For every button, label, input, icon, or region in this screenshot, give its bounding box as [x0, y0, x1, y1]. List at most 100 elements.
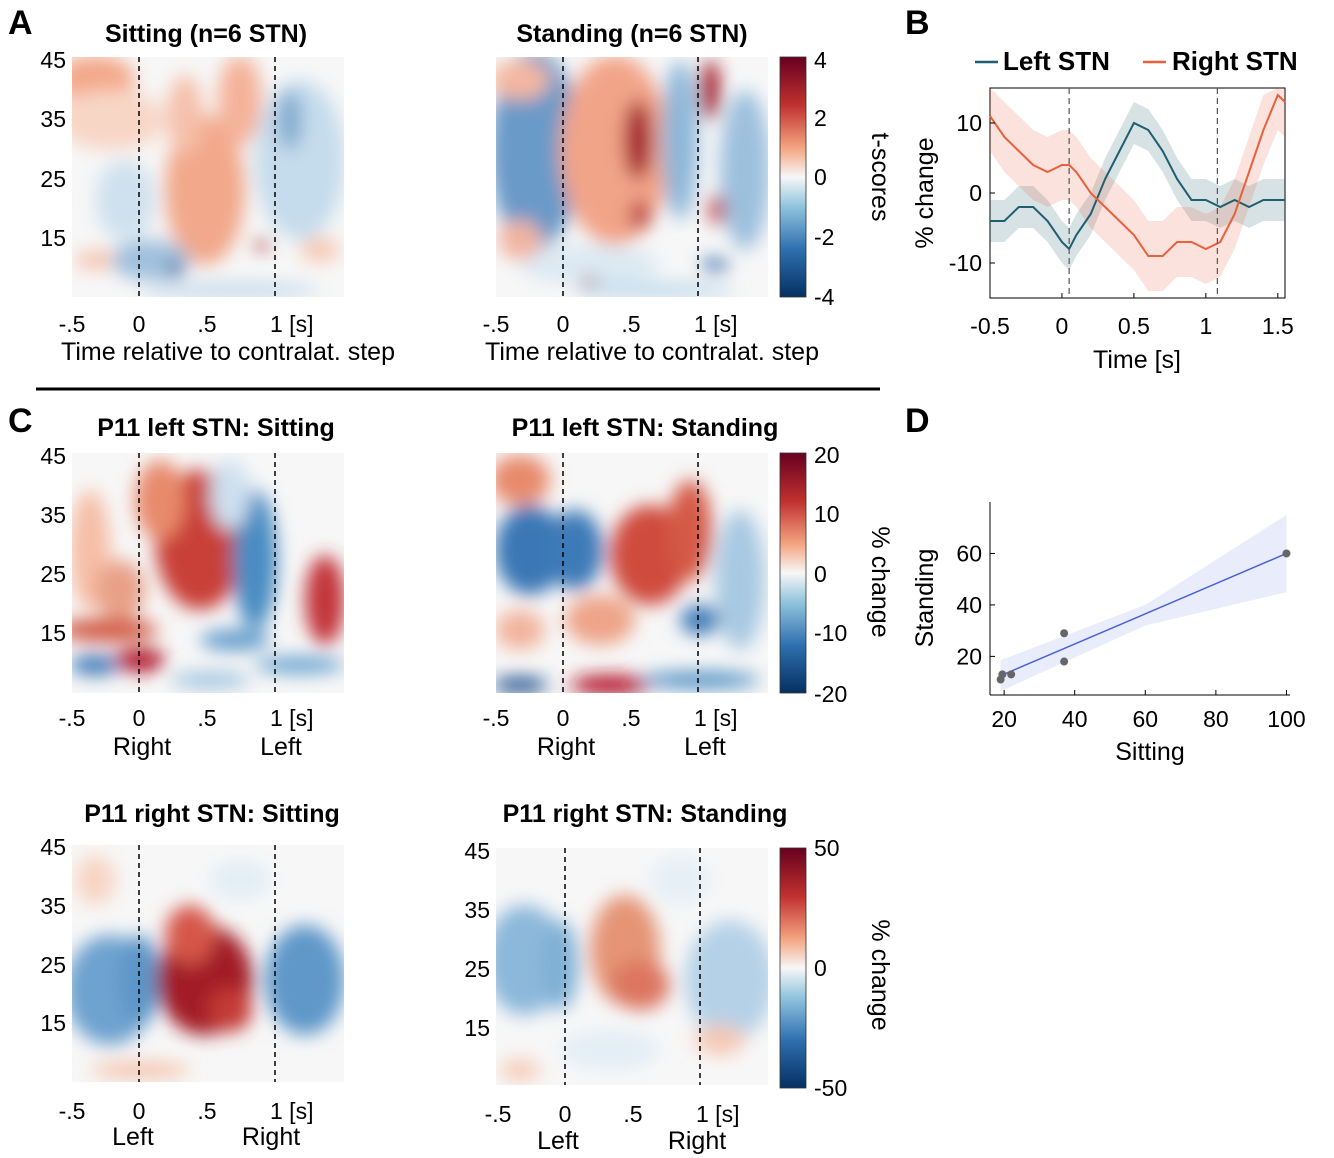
x-tick-label: 0 [557, 311, 570, 337]
heatmap-title: P11 right STN: Standing [503, 800, 788, 828]
legend-label: Right STN [1172, 46, 1298, 76]
legend-label: Left STN [1003, 46, 1110, 76]
x-tick-label: 0.5 [1118, 313, 1150, 339]
y-tick-label: 40 [956, 592, 982, 618]
line-chart-b: -0.5 0 0.5 1 1.5 10 0 -10 Left STN Right STN Ti… [911, 46, 1298, 374]
x-axis-label: Sitting [1115, 738, 1184, 766]
scatter-point [1282, 549, 1291, 558]
x-axis-label: Time [s] [1093, 346, 1181, 374]
colorbar-tick: -10 [814, 620, 847, 646]
x-tick-label: -.5 [485, 1101, 512, 1127]
confidence-band [990, 102, 1285, 270]
y-tick-label: 25 [40, 561, 66, 587]
y-tick-label: -10 [949, 250, 982, 276]
x-tick-label: -.5 [59, 311, 86, 337]
heatmap-title: P11 left STN: Sitting [97, 414, 335, 442]
x-tick-label: .5 [621, 311, 640, 337]
step-side-label: Right [537, 733, 595, 761]
colorbar-tick: 10 [814, 501, 840, 527]
panel-label-d: D [905, 402, 930, 440]
x-tick-label: .5 [197, 311, 216, 337]
x-tick-label: 20 [991, 706, 1017, 732]
colorbar-tick: 4 [814, 47, 827, 73]
x-axis-label: Time relative to contralat. step [61, 338, 395, 366]
colorbar-tick: -50 [814, 1075, 847, 1101]
heatmap-c4: P11 right STN: Standing 45 35 25 15 -.5 … [464, 800, 787, 1155]
y-tick-label: 45 [464, 838, 490, 864]
panel-label-c: C [8, 402, 33, 440]
heatmap-c3: P11 right STN: Sitting 45 35 25 15 -.5 0… [40, 800, 344, 1151]
scatter-point [1007, 670, 1016, 679]
regression-line [1000, 552, 1287, 677]
x-tick-label: -0.5 [970, 313, 1010, 339]
heatmap-a2: Standing (n=6 STN) -.5 0 [483, 20, 819, 366]
step-side-label: Left [537, 1127, 579, 1155]
x-tick-label: 0 [1056, 313, 1069, 339]
colorbar-tick: 0 [814, 164, 827, 190]
x-tick-label: 1 [1199, 313, 1212, 339]
x-tick-label: 1 [s] [270, 1098, 313, 1124]
y-tick-label: 25 [40, 166, 66, 192]
colorbar-tick: 50 [814, 835, 840, 861]
colorbar-label: t-scores [866, 133, 894, 222]
x-tick-label: 80 [1203, 706, 1229, 732]
colorbar-tick: 2 [814, 105, 827, 131]
confidence-band [990, 88, 1285, 291]
x-tick-label: 1 [s] [694, 311, 737, 337]
x-tick-label: 0 [559, 1101, 572, 1127]
heatmap-a1: Sitting (n=6 STN) 45 35 [40, 20, 395, 366]
y-tick-label: 35 [464, 897, 490, 923]
series-line [989, 93, 1286, 257]
x-tick-label: 1 [s] [270, 705, 313, 731]
x-tick-label: .5 [197, 705, 216, 731]
panel-label-b: B [905, 4, 930, 42]
x-tick-label: 1.5 [1262, 313, 1294, 339]
x-tick-label: .5 [197, 1098, 216, 1124]
y-tick-label: 35 [40, 106, 66, 132]
x-axis-label: Time relative to contralat. step [485, 338, 819, 366]
y-tick-label: 0 [969, 180, 982, 206]
step-side-label: Left [260, 733, 302, 761]
heatmap-title: Standing (n=6 STN) [516, 20, 747, 48]
y-tick-label: 60 [956, 540, 982, 566]
step-side-label: Right [668, 1127, 726, 1155]
x-tick-label: 0 [133, 1098, 146, 1124]
x-tick-label: -.5 [59, 705, 86, 731]
colorbar-t-scores: 4 2 0 -2 -4 t-scores [779, 47, 894, 310]
fit-confidence-band [1000, 514, 1287, 692]
scatter-chart-d: 20 40 60 80 100 20 40 60 Sitting Standing [911, 502, 1306, 766]
x-tick-label: 0 [557, 705, 570, 731]
y-tick-label: 45 [40, 443, 66, 469]
x-tick-label: -.5 [483, 705, 510, 731]
x-tick-label: 60 [1132, 706, 1158, 732]
x-tick-label: -.5 [483, 311, 510, 337]
y-tick-label: 20 [956, 643, 982, 669]
step-side-label: Left [684, 733, 726, 761]
x-tick-label: .5 [621, 705, 640, 731]
x-tick-label: .5 [623, 1101, 642, 1127]
x-tick-label: 0 [133, 705, 146, 731]
y-tick-label: 45 [40, 47, 66, 73]
y-tick-label: 15 [40, 620, 66, 646]
scatter-point [1060, 657, 1069, 666]
y-tick-label: 15 [40, 1010, 66, 1036]
x-tick-label: 40 [1062, 706, 1088, 732]
panel-label-a: A [8, 4, 33, 42]
y-tick-label: 10 [956, 110, 982, 136]
x-tick-label: 1 [s] [270, 311, 313, 337]
x-tick-label: -.5 [59, 1098, 86, 1124]
step-side-label: Left [112, 1123, 154, 1151]
colorbar-percent-change-50: 50 0 -50 % change [779, 835, 894, 1101]
chart-legend: Left STN Right STN [975, 46, 1298, 76]
heatmap-title: P11 left STN: Standing [512, 414, 779, 442]
y-tick-label: 25 [464, 956, 490, 982]
colorbar-tick: -2 [814, 224, 834, 250]
heatmap-title: Sitting (n=6 STN) [105, 20, 307, 48]
y-tick-label: 45 [40, 834, 66, 860]
x-tick-label: 0 [133, 311, 146, 337]
y-tick-label: 35 [40, 893, 66, 919]
colorbar-tick: -20 [814, 681, 847, 707]
y-tick-label: 15 [464, 1015, 490, 1041]
colorbar-label: % change [866, 526, 894, 637]
